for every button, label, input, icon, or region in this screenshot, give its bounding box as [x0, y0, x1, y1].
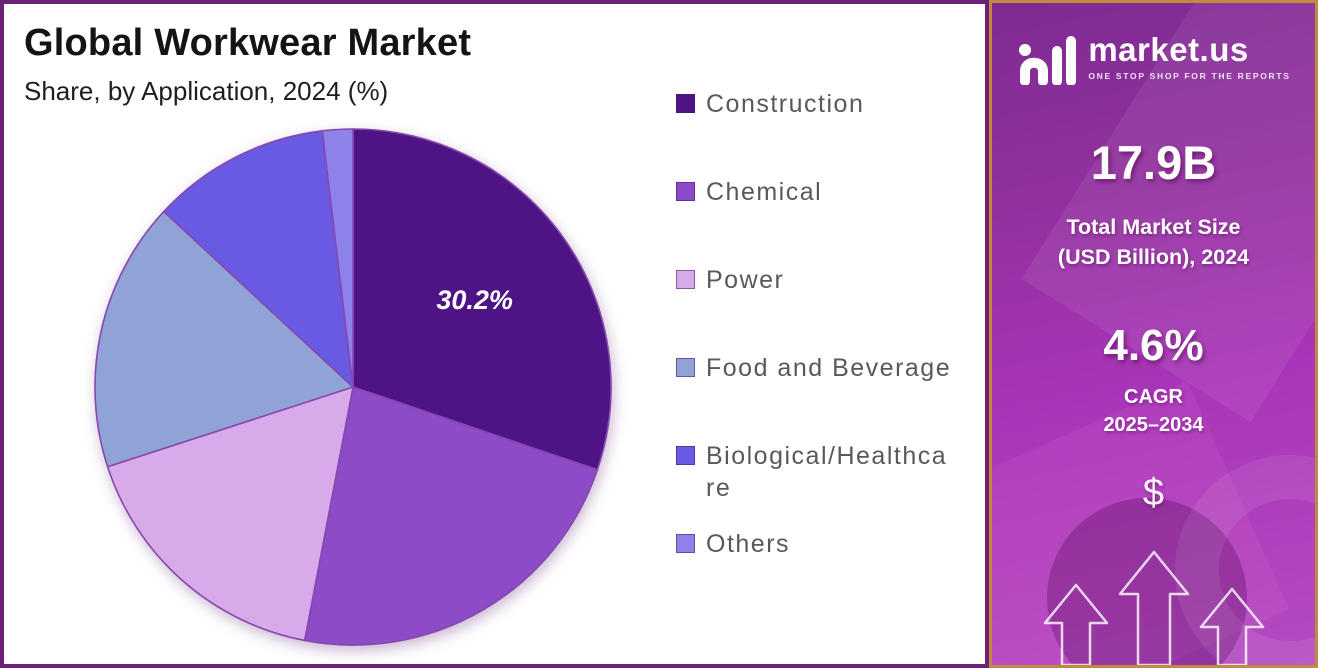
- pie-slice-chemical: [303, 385, 599, 646]
- legend-swatch-icon: [676, 446, 695, 465]
- market-size-label-line1: Total Market Size: [1066, 215, 1241, 239]
- pie-slice-power: [106, 385, 355, 642]
- market-us-logo-icon: [1019, 36, 1077, 85]
- logo-text: market.us ONE STOP SHOP FOR THE REPORTS: [1088, 33, 1290, 81]
- legend-label: Construction: [706, 90, 865, 118]
- cagr-label-line2: 2025–2034: [1103, 413, 1204, 436]
- pie-slice-others: [321, 128, 354, 388]
- legend-label: Chemical: [706, 178, 823, 206]
- cagr-label: CAGR 2025–2034: [1103, 384, 1203, 439]
- legend-swatch-icon: [676, 94, 695, 113]
- market-size-label: Total Market Size (USD Billion), 2024: [1058, 213, 1249, 272]
- brand-sidebar: market.us ONE STOP SHOP FOR THE REPORTS …: [989, 0, 1318, 668]
- legend-label: Power: [706, 266, 785, 294]
- legend-item-construction: Construction: [676, 88, 976, 176]
- growth-arrows: [1043, 550, 1265, 665]
- chart-title: Global Workwear Market: [24, 22, 472, 64]
- growth-arrow-icon: [1199, 587, 1264, 665]
- growth-arrow-icon: [1043, 583, 1108, 665]
- pie-legend: Construction Chemical Power Food and Bevera…: [676, 88, 976, 616]
- legend-item-biological-healthcare: Biological/Healthcare: [676, 440, 976, 528]
- cagr-value: 4.6%: [1103, 321, 1204, 371]
- pie-slice-food-and-beverage: [94, 210, 355, 468]
- sidebar-content: market.us ONE STOP SHOP FOR THE REPORTS …: [992, 3, 1315, 665]
- market-size-label-line2: (USD Billion), 2024: [1057, 244, 1250, 269]
- pie-data-label: 30.2%: [436, 285, 513, 315]
- legend-swatch-icon: [676, 358, 695, 377]
- chart-subtitle: Share, by Application, 2024 (%): [24, 76, 389, 106]
- legend-swatch-icon: [676, 270, 695, 289]
- title-block: Global Workwear Market Share, by Applica…: [4, 4, 985, 107]
- brand-tagline: ONE STOP SHOP FOR THE REPORTS: [1088, 71, 1291, 81]
- market-size-value: 17.9B: [1090, 136, 1217, 189]
- pie-slice-construction: [352, 128, 612, 471]
- cagr-label-line1: CAGR: [1124, 386, 1183, 409]
- legend-item-others: Others: [676, 528, 976, 616]
- legend-label: Biological/Healthcare: [706, 442, 948, 502]
- legend-item-chemical: Chemical: [676, 176, 976, 264]
- growth-arrow-icon: [1118, 550, 1189, 665]
- chart-panel: Global Workwear Market Share, by Applica…: [0, 0, 989, 668]
- pie-slice-biological-healthcare: [162, 129, 355, 390]
- dollar-icon: $: [1142, 471, 1165, 514]
- market-us-logo: market.us ONE STOP SHOP FOR THE REPORTS: [1016, 29, 1290, 85]
- brand-name: market.us: [1088, 31, 1249, 68]
- legend-label: Food and Beverage: [706, 354, 952, 382]
- legend-swatch-icon: [676, 182, 695, 201]
- legend-swatch-icon: [676, 534, 695, 553]
- pie-chart: 30.2%: [94, 128, 612, 646]
- legend-item-food-and-beverage: Food and Beverage: [676, 352, 976, 440]
- legend-label: Others: [706, 530, 791, 558]
- legend-item-power: Power: [676, 264, 976, 352]
